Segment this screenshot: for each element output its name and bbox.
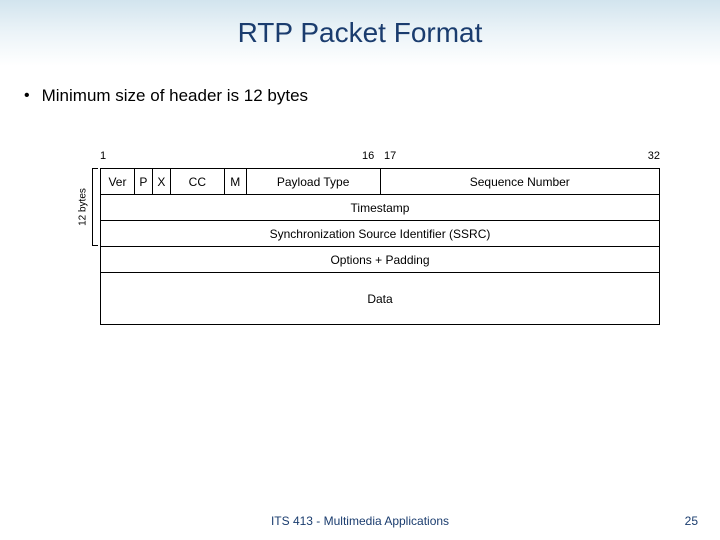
bullet-row: • Minimum size of header is 12 bytes (24, 86, 720, 106)
packet-row-2: Timestamp (101, 195, 660, 221)
field-cc: CC (171, 169, 225, 195)
brace-tick-top (92, 168, 98, 169)
field-timestamp: Timestamp (101, 195, 660, 221)
brace-line (92, 168, 98, 246)
packet-row-4: Options + Padding (101, 247, 660, 273)
field-p: P (135, 169, 153, 195)
bit-label-1: 1 (100, 150, 106, 162)
brace-label: 12 bytes (77, 188, 88, 226)
field-sequence-number: Sequence Number (381, 169, 661, 195)
header-band: RTP Packet Format (0, 0, 720, 66)
bit-label-17: 17 (384, 150, 396, 162)
field-options-padding: Options + Padding (101, 247, 660, 273)
packet-row-5: Data (101, 273, 660, 325)
field-ver: Ver (101, 169, 135, 195)
packet-row-1: Ver P X CC M Payload Type Sequence Numbe… (101, 169, 660, 195)
packet-table: Ver P X CC M Payload Type Sequence Numbe… (100, 168, 660, 325)
bit-label-32: 32 (648, 150, 660, 162)
field-x: X (153, 169, 171, 195)
footer-text: ITS 413 - Multimedia Applications (0, 514, 720, 528)
field-data: Data (101, 273, 660, 325)
packet-row-3: Synchronization Source Identifier (SSRC) (101, 221, 660, 247)
bit-labels: 1 16 17 32 (100, 150, 660, 168)
field-ssrc: Synchronization Source Identifier (SSRC) (101, 221, 660, 247)
field-payload-type: Payload Type (247, 169, 381, 195)
page-title: RTP Packet Format (238, 17, 483, 49)
field-m: M (225, 169, 247, 195)
twelve-bytes-brace: 12 bytes (70, 168, 98, 246)
packet-diagram: 12 bytes 1 16 17 32 Ver P X CC M Payload… (60, 150, 660, 325)
bit-label-16: 16 (362, 150, 374, 162)
brace-tick-bot (92, 245, 98, 246)
bullet-dot: • (24, 86, 30, 106)
page-number: 25 (685, 514, 698, 528)
bullet-text: Minimum size of header is 12 bytes (42, 86, 308, 106)
